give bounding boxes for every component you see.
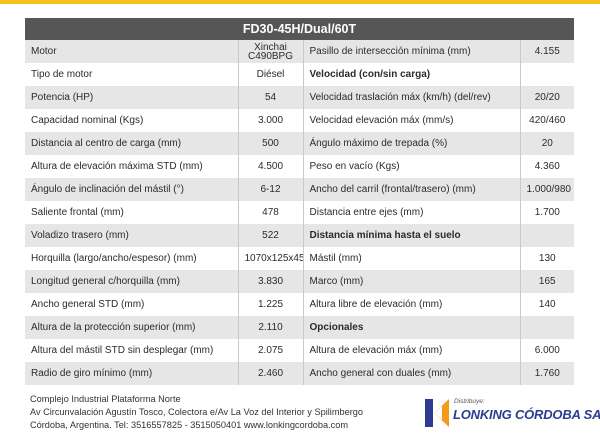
address-line-1: Complejo Industrial Plataforma Norte: [30, 394, 181, 404]
spec-value-right: 1.760: [520, 362, 574, 385]
address-line-2: Av Circunvalación Agustín Tosco, Colecto…: [30, 407, 363, 417]
spec-label-left: Tipo de motor: [25, 63, 239, 86]
spec-label-right: Altura libre de elevación (mm): [303, 293, 521, 316]
spec-label-right: Pasillo de intersección mínima (mm): [303, 40, 521, 63]
spec-label-left: Capacidad nominal (Kgs): [25, 109, 239, 132]
table-row: Altura de elevación máxima STD (mm) 4.500…: [25, 155, 574, 178]
spec-value-left: 1.225: [238, 293, 304, 316]
spec-value-right: 4.155: [520, 40, 574, 63]
spec-label-right: Velocidad traslación máx (km/h) (del/rev…: [303, 86, 521, 109]
spec-label-right: Marco (mm): [303, 270, 521, 293]
spec-value-right: 1.000/980: [520, 178, 574, 201]
contact-line: Córdoba, Argentina. Tel: 3516557825 - 35…: [30, 420, 349, 430]
lonking-logo: Distribuye: LONKING CÓRDOBA SAS: [424, 398, 600, 428]
spec-value-right: 4.360: [520, 155, 574, 178]
table-row: Saliente frontal (mm) 478 Distancia entre …: [25, 201, 574, 224]
spec-value-left: 6-12: [238, 178, 304, 201]
spec-value-left: 500: [238, 132, 304, 155]
spec-title: FD30-45H/Dual/60T: [25, 18, 574, 40]
spec-value-left: 3.830: [238, 270, 304, 293]
spec-label-right: Distancia entre ejes (mm): [303, 201, 521, 224]
table-row: Altura del mástil STD sin desplegar (mm)…: [25, 339, 574, 362]
table-row: Longitud general c/horquilla (mm) 3.830 Ma…: [25, 270, 574, 293]
spec-value-right: 420/460: [520, 109, 574, 132]
spec-label-left: Altura de la protección superior (mm): [25, 316, 239, 339]
spec-label-left: Ancho general STD (mm): [25, 293, 239, 316]
table-row: Voladizo trasero (mm) 522 Distancia mínima…: [25, 224, 574, 247]
spec-value-left: 2.075: [238, 339, 304, 362]
spec-label-left: Altura de elevación máxima STD (mm): [25, 155, 239, 178]
table-row: Radio de giro mínimo (mm) 2.460 Ancho gene…: [25, 362, 574, 385]
lonking-k-logo-icon: [425, 399, 449, 427]
address-footer: Complejo Industrial Plataforma Norte Av …: [30, 393, 363, 432]
table-row: Altura de la protección superior (mm) 2.1…: [25, 316, 574, 339]
table-row: Horquilla (largo/ancho/espesor) (mm) 1070…: [25, 247, 574, 270]
table-row: Tipo de motor Diésel Velocidad (con/sin ca…: [25, 63, 574, 86]
spec-label-right: Altura de elevación máx (mm): [303, 339, 521, 362]
spec-value-right: 20/20: [520, 86, 574, 109]
spec-label-left: Ángulo de inclinación del mástil (°): [25, 178, 239, 201]
spec-table: Motor Xinchai C490BPG Pasillo de intersecci…: [25, 40, 574, 385]
spec-label-right: Distancia mínima hasta el suelo: [303, 224, 521, 247]
spec-label-right: Peso en vacío (Kgs): [303, 155, 521, 178]
spec-label-right: Velocidad elevación máx (mm/s): [303, 109, 521, 132]
spec-value-left: 522: [238, 224, 304, 247]
spec-label-right: Ángulo máximo de trepada (%): [303, 132, 521, 155]
spec-label-left: Voladizo trasero (mm): [25, 224, 239, 247]
spec-label-left: Radio de giro mínimo (mm): [25, 362, 239, 385]
spec-value-right: 140: [520, 293, 574, 316]
spec-value-left: 478: [238, 201, 304, 224]
spec-label-left: Motor: [25, 40, 239, 63]
table-row: Motor Xinchai C490BPG Pasillo de intersecci…: [25, 40, 574, 63]
spec-label-right: Ancho general con duales (mm): [303, 362, 521, 385]
brand-name: LONKING CÓRDOBA SAS: [453, 407, 600, 422]
spec-label-right: Ancho del carril (frontal/trasero) (mm): [303, 178, 521, 201]
spec-value-left: Diésel: [238, 63, 304, 86]
table-row: Capacidad nominal (Kgs) 3.000 Velocidad el…: [25, 109, 574, 132]
spec-value-left: 3.000: [238, 109, 304, 132]
spec-value-right: [520, 224, 574, 247]
spec-value-right: 6.000: [520, 339, 574, 362]
spec-label-right: Opcionales: [303, 316, 521, 339]
table-row: Potencia (HP) 54 Velocidad traslación máx …: [25, 86, 574, 109]
spec-value-right: [520, 63, 574, 86]
spec-label-left: Distancia al centro de carga (mm): [25, 132, 239, 155]
spec-label-left: Horquilla (largo/ancho/espesor) (mm): [25, 247, 239, 270]
spec-label-left: Potencia (HP): [25, 86, 239, 109]
spec-label-left: Saliente frontal (mm): [25, 201, 239, 224]
spec-value-left: 4.500: [238, 155, 304, 178]
spec-value-left: Xinchai C490BPG: [238, 40, 304, 63]
spec-value-right: 20: [520, 132, 574, 155]
spec-value-left: 2.110: [238, 316, 304, 339]
spec-value-right: 1.700: [520, 201, 574, 224]
table-row: Distancia al centro de carga (mm) 500 Ángu…: [25, 132, 574, 155]
spec-value-left: 2.460: [238, 362, 304, 385]
table-row: Ancho general STD (mm) 1.225 Altura libre …: [25, 293, 574, 316]
spec-table-body: Motor Xinchai C490BPG Pasillo de intersecci…: [25, 40, 574, 385]
spec-value-left: 1070x125x45: [238, 247, 304, 270]
spec-value-right: [520, 316, 574, 339]
spec-label-left: Altura del mástil STD sin desplegar (mm): [25, 339, 239, 362]
spec-value-right: 165: [520, 270, 574, 293]
spec-label-right: Velocidad (con/sin carga): [303, 63, 521, 86]
spec-label-left: Longitud general c/horquilla (mm): [25, 270, 239, 293]
spec-label-right: Mástil (mm): [303, 247, 521, 270]
distribuye-label: Distribuye:: [454, 398, 485, 405]
spec-value-right: 130: [520, 247, 574, 270]
top-accent-bar: [0, 0, 600, 4]
spec-value-left: 54: [238, 86, 304, 109]
table-row: Ángulo de inclinación del mástil (°) 6-12…: [25, 178, 574, 201]
